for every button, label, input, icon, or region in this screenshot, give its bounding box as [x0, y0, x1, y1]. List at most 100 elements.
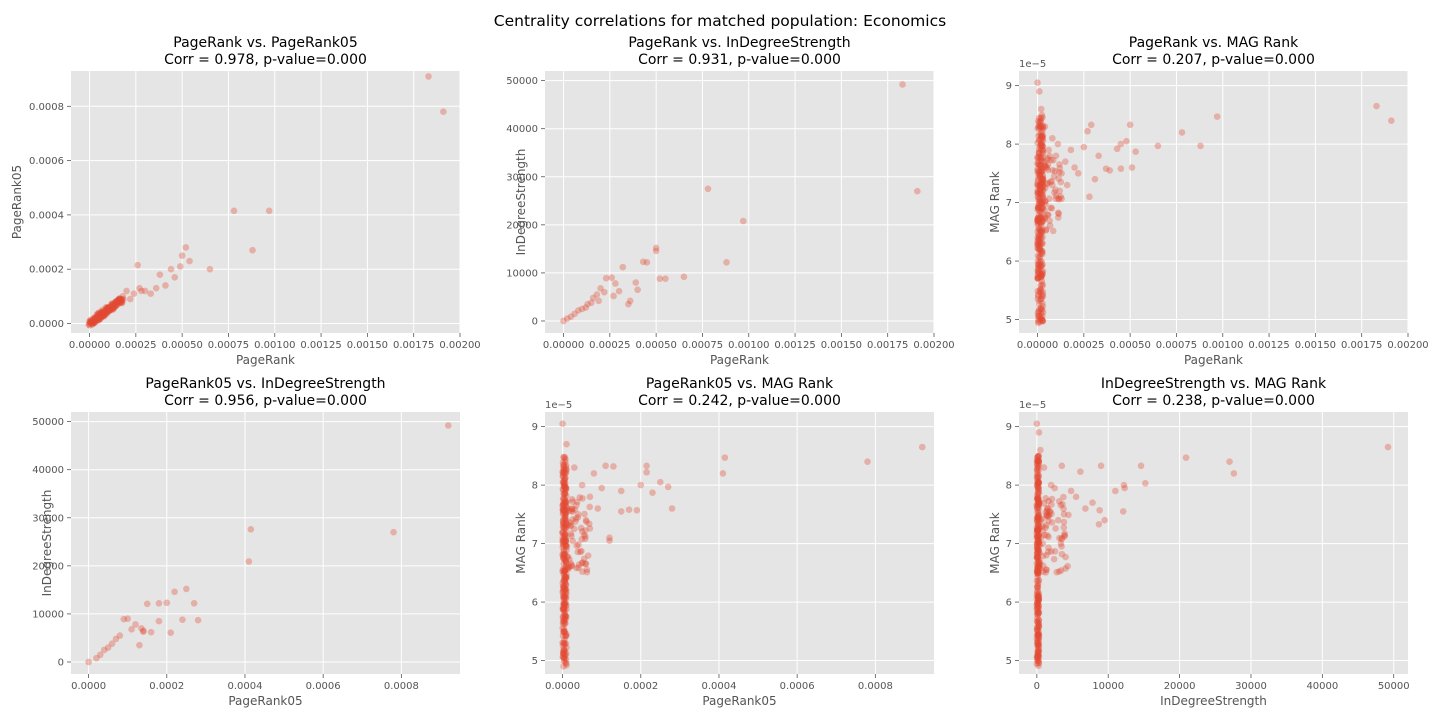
- scatter-point: [1038, 140, 1046, 148]
- scatter-point: [112, 635, 120, 643]
- scatter-point: [562, 581, 570, 589]
- scatter-point: [562, 563, 570, 571]
- scatter-point: [91, 314, 99, 322]
- scatter-point: [1038, 295, 1045, 303]
- scatter-point: [112, 298, 120, 306]
- scatter-point: [1039, 233, 1046, 241]
- scatter-point: [562, 509, 569, 517]
- scatter-point: [1033, 534, 1041, 541]
- scatter-point: [1095, 152, 1102, 160]
- scatter-point: [562, 484, 569, 492]
- scatter-point: [1043, 164, 1051, 171]
- scatter-point: [575, 564, 582, 571]
- scatter-point: [560, 490, 567, 497]
- scatter-point: [105, 304, 113, 312]
- panel-subtitle: Corr = 0.956, p-value=0.000: [164, 393, 367, 409]
- scatter-point: [559, 523, 567, 530]
- scatter-point: [1049, 166, 1056, 174]
- scatter-point: [91, 314, 99, 321]
- scatter-point: [1034, 553, 1041, 561]
- scatter-point: [1034, 558, 1042, 565]
- scatter-point: [1034, 252, 1042, 260]
- scatter-point: [561, 485, 569, 492]
- scatter-point: [559, 506, 567, 513]
- scatter-point: [1067, 487, 1075, 495]
- scatter-point: [563, 466, 570, 473]
- scatter-point: [85, 658, 92, 666]
- scatter-point: [560, 621, 567, 628]
- scatter-point: [1041, 215, 1049, 222]
- scatter-point: [560, 497, 568, 505]
- scatter-point: [95, 315, 103, 323]
- scatter-point: [1050, 156, 1057, 164]
- scatter-point: [1035, 480, 1042, 487]
- scatter-point: [561, 524, 569, 531]
- scatter-point: [563, 644, 570, 652]
- scatter-point: [562, 558, 570, 566]
- scatter-point: [1036, 253, 1044, 260]
- scatter-point: [723, 259, 730, 266]
- scatter-point: [1037, 214, 1045, 221]
- x-axis-label: InDegreeStrength: [1160, 694, 1267, 708]
- scatter-point: [1035, 114, 1043, 122]
- scatter-point: [560, 469, 567, 477]
- scatter-point: [1058, 170, 1065, 177]
- scatter-point: [1037, 204, 1045, 212]
- scatter-point: [1034, 228, 1042, 236]
- scatter-point: [1035, 576, 1043, 584]
- scatter-point: [1074, 170, 1082, 177]
- scatter-point: [572, 518, 579, 525]
- x-tick-label: 0.0004: [701, 681, 736, 692]
- scatter-point: [562, 455, 569, 463]
- scatter-point: [1035, 628, 1043, 636]
- scatter-point: [561, 483, 568, 490]
- scatter-point: [1034, 244, 1041, 252]
- y-tick-label: 5: [1006, 315, 1012, 326]
- scatter-point: [583, 566, 591, 573]
- scatter-point: [1033, 517, 1041, 525]
- scatter-point: [560, 625, 568, 633]
- scatter-point: [1037, 155, 1044, 162]
- scatter-point: [90, 319, 98, 327]
- scatter-point: [110, 303, 117, 311]
- scatter-point: [561, 490, 569, 497]
- scatter-point: [1043, 180, 1051, 188]
- scatter-point: [561, 479, 569, 487]
- scatter-point: [1037, 286, 1045, 293]
- scatter-point: [1033, 529, 1041, 536]
- scatter-point: [559, 554, 567, 562]
- scatter-point: [1043, 531, 1051, 539]
- x-tick-label: 0.00100: [1202, 340, 1243, 351]
- scatter-point: [571, 464, 578, 471]
- scatter-point: [1034, 648, 1041, 656]
- scatter-point: [1039, 267, 1047, 275]
- scatter-point: [561, 499, 568, 507]
- scatter-point: [1034, 480, 1041, 488]
- scatter-point: [100, 311, 108, 318]
- scatter-point: [98, 313, 106, 320]
- scatter-point: [101, 309, 109, 317]
- scatter-point: [1039, 171, 1047, 179]
- scatter-point: [562, 575, 570, 582]
- x-tick-label: 0.00200: [439, 340, 480, 351]
- scatter-point: [171, 588, 178, 596]
- scatter-point: [120, 615, 128, 623]
- scatter-point: [1043, 512, 1050, 520]
- scatter-point: [102, 309, 109, 317]
- scatter-point: [560, 628, 568, 636]
- scatter-point: [1036, 246, 1043, 254]
- scatter-point: [562, 511, 569, 519]
- scatter-point: [1037, 273, 1045, 281]
- scatter-point: [112, 300, 120, 308]
- scatter-point: [95, 310, 103, 318]
- scatter-point: [115, 297, 123, 304]
- scatter-point: [561, 475, 569, 482]
- scatter-point: [578, 528, 586, 535]
- scatter-point: [206, 265, 214, 273]
- y-tick-label: 9: [1006, 81, 1012, 92]
- scatter-point: [1034, 567, 1042, 575]
- scatter-point: [1034, 569, 1041, 576]
- scatter-point: [1034, 513, 1041, 521]
- scatter-point: [563, 543, 571, 550]
